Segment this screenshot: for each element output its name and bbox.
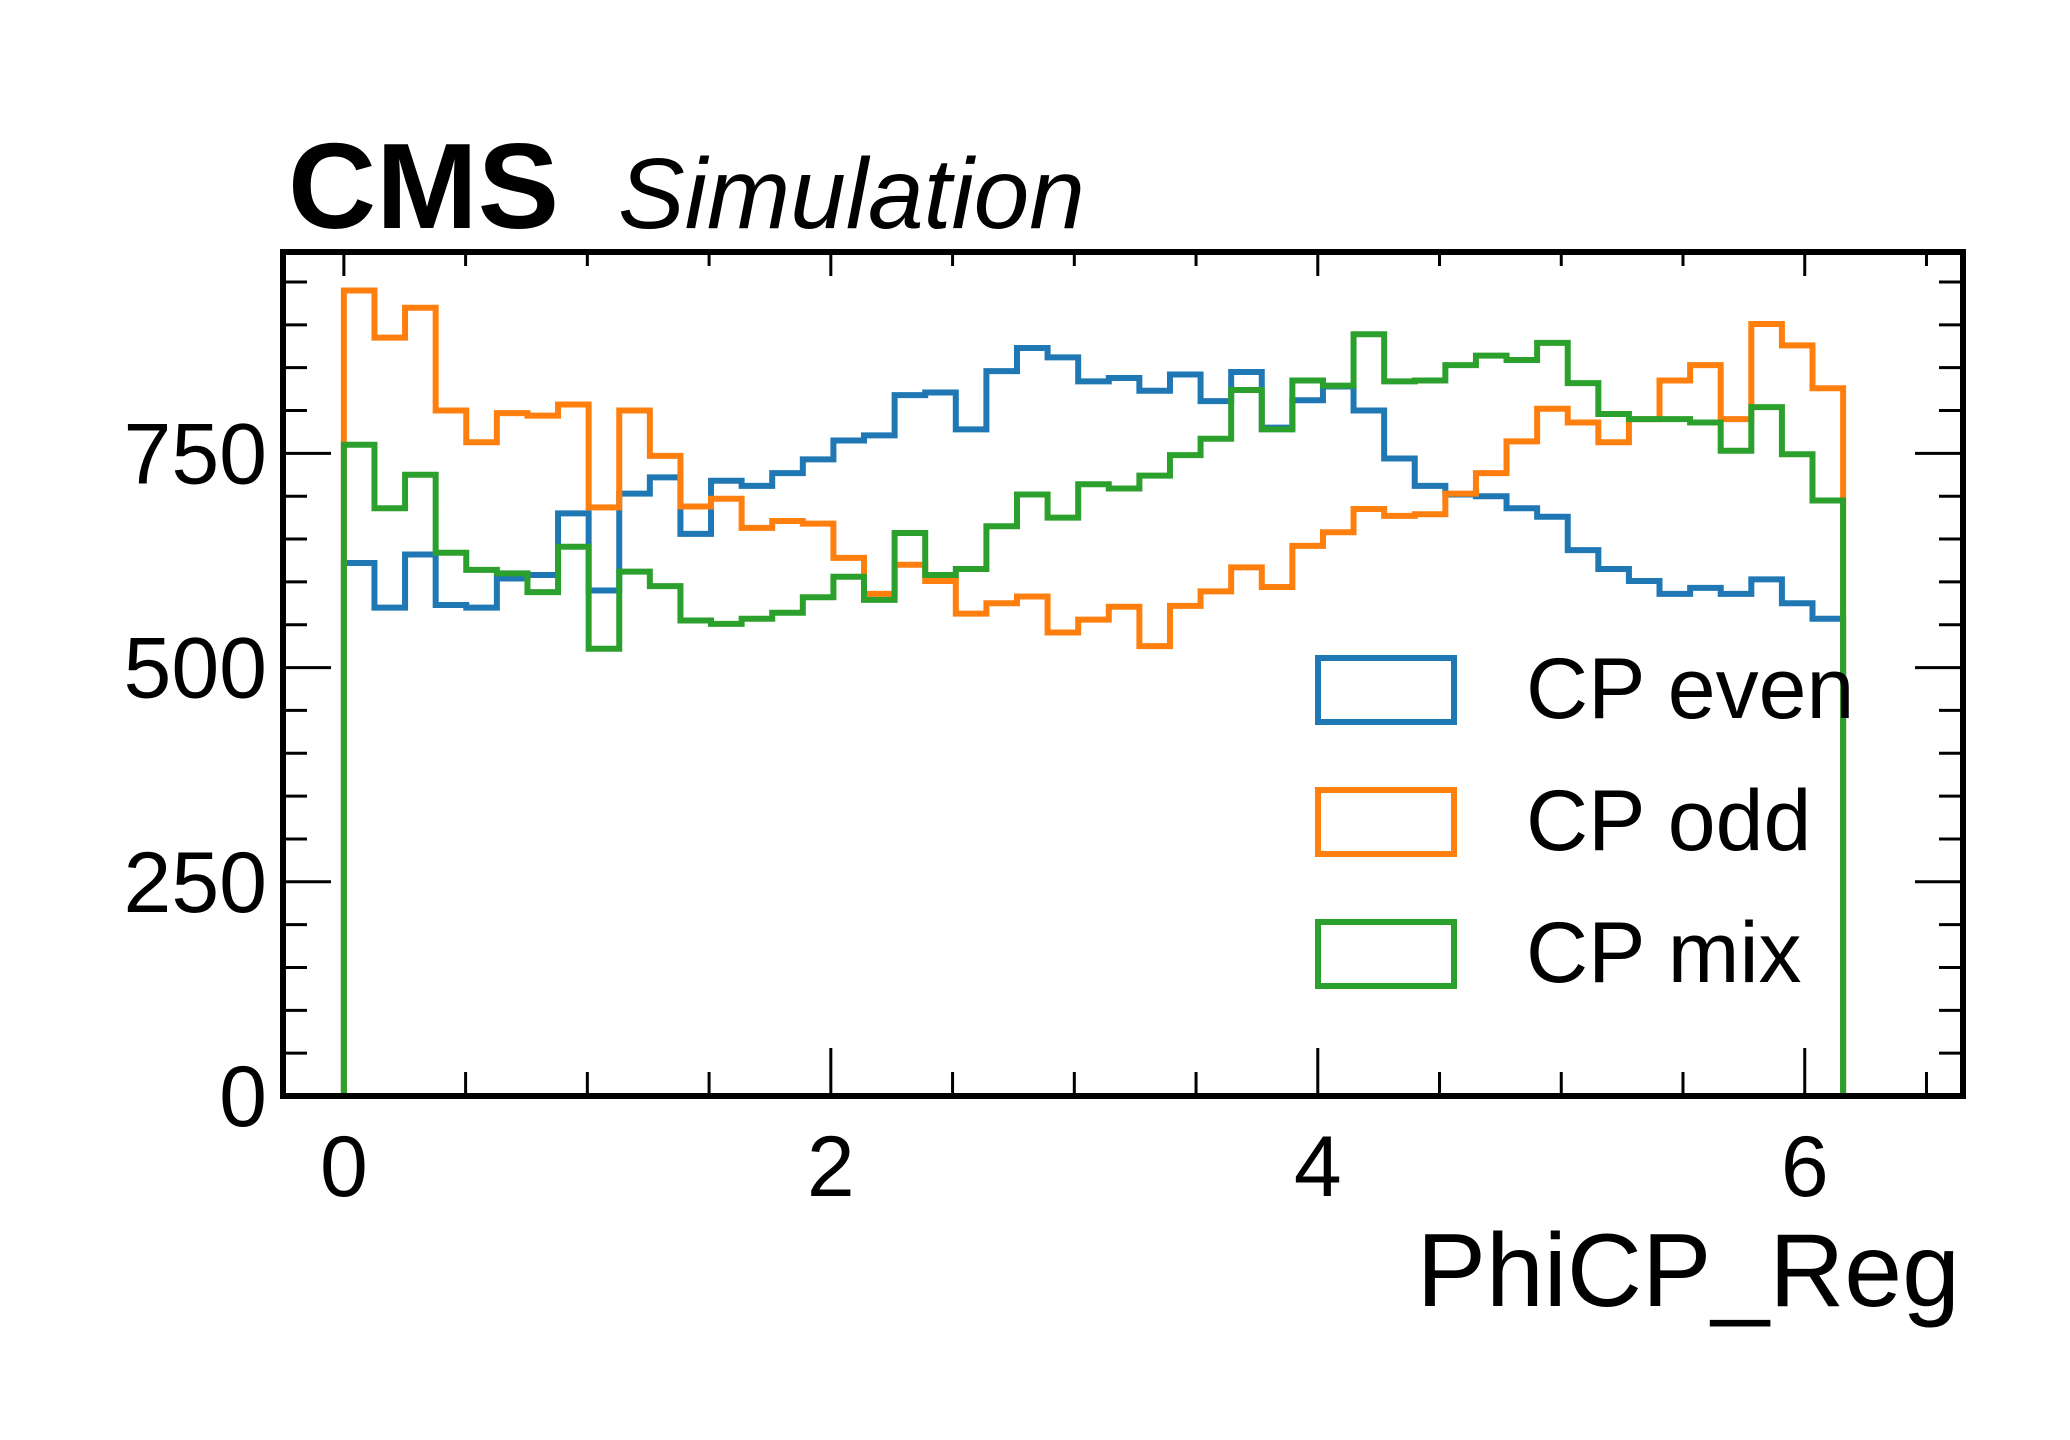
y-tick-label: 0 [219,1049,267,1145]
legend-label: CP even [1526,641,1854,737]
legend: CP even CP odd CP mix [1315,641,1854,1001]
simulation-label: Simulation [618,138,1085,250]
x-tick-label: 0 [320,1119,368,1215]
legend-swatch [1315,919,1457,989]
y-tick-label: 500 [124,621,268,717]
plot-frame [280,249,1966,1099]
legend-swatch [1315,787,1457,857]
series-group [340,287,1874,1099]
legend-swatch [1315,655,1457,725]
y-tick-label: 750 [124,406,268,502]
legend-label: CP odd [1526,773,1811,869]
x-tick-label: 4 [1294,1119,1342,1215]
y-tick-label: 250 [124,835,268,931]
x-axis-label: PhiCP_Reg [1417,1213,1960,1329]
tick-labels: 0 2 4 6 0 250 500 750 [124,406,1829,1215]
x-tick-label: 6 [1781,1119,1829,1215]
x-tick-label: 2 [807,1119,855,1215]
series-line-cp-mix [340,331,1874,1099]
cms-label: CMS [288,118,559,254]
legend-label: CP mix [1526,905,1802,1001]
series-line-cp-odd [340,287,1874,1099]
